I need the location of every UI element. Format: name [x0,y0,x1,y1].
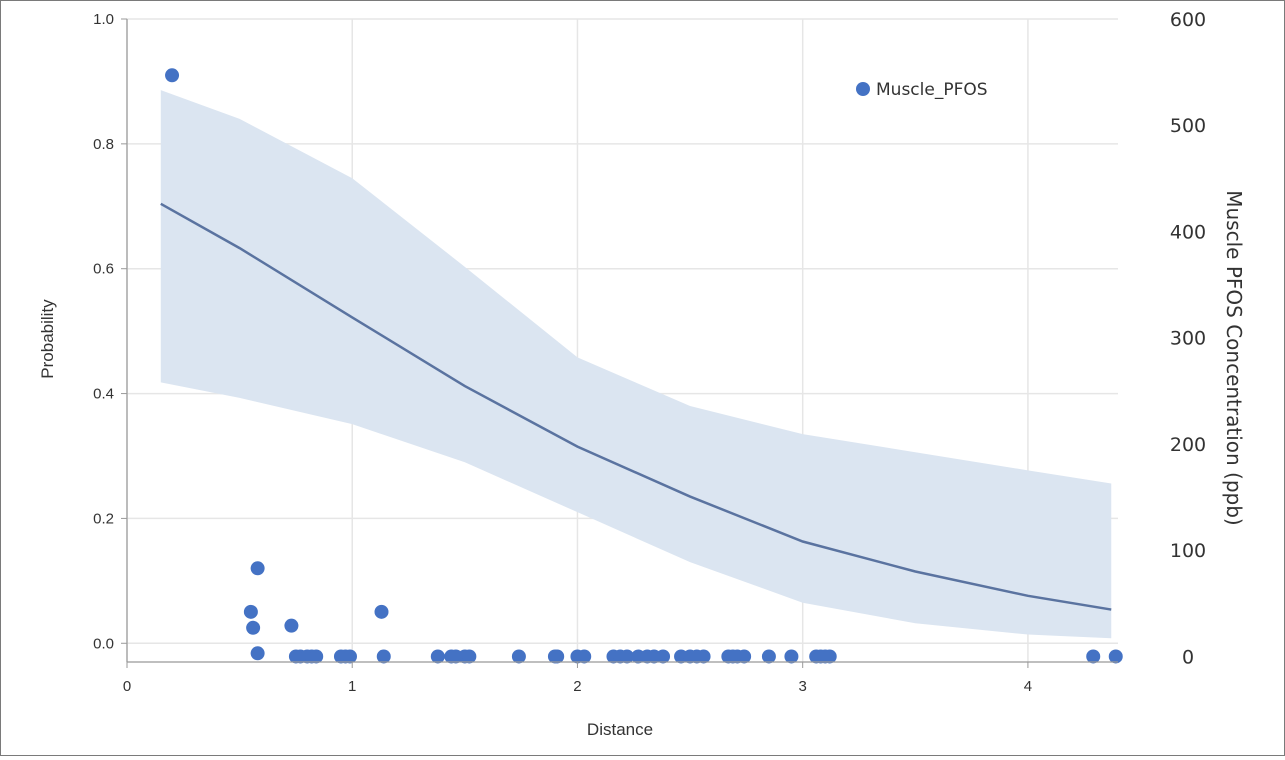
y2-tick-label: 600 [1170,9,1206,31]
data-point [165,68,180,83]
x-tick-label: 0 [123,678,131,695]
data-point [550,649,565,664]
y-tick-label: 0.8 [93,136,114,153]
legend-label: Muscle_PFOS [876,80,988,100]
data-point [761,649,776,664]
x-tick-label: 1 [348,678,356,695]
data-point [822,649,837,664]
data-point [656,649,671,664]
x-axis-label: Distance [587,720,653,739]
scatter-points [165,68,1123,664]
data-point [577,649,592,664]
data-point [737,649,752,664]
y-axis-label: Probability [38,299,57,379]
x-tick-label: 4 [1024,678,1032,695]
data-point [1086,649,1101,664]
axes [121,18,1118,668]
y-tick-label: 0.4 [93,386,114,403]
data-point [1108,649,1123,664]
x-tick-label: 3 [799,678,807,695]
y2-tick-label: 100 [1170,540,1206,562]
data-point [342,649,357,664]
data-point [243,604,258,619]
y2-tick-label: 0 [1182,646,1194,668]
legend: Muscle_PFOS [856,80,988,100]
data-point [511,649,526,664]
legend-marker [856,82,870,96]
data-point [462,649,477,664]
confidence-band [160,90,1112,639]
data-point [250,646,265,661]
y-tick-label: 0.0 [93,635,114,652]
data-point [784,649,799,664]
y2-tick-label: 300 [1170,328,1206,350]
data-point [309,649,324,664]
y2-tick-label: 200 [1170,434,1206,456]
y-tick-label: 0.2 [93,510,114,527]
y-tick-labels: 0.0 0.2 0.4 0.6 0.8 1.0 [93,11,114,652]
x-tick-label: 2 [573,678,581,695]
data-point [696,649,711,664]
data-point [430,649,445,664]
y2-tick-label: 500 [1170,115,1206,137]
data-point [246,620,261,635]
data-point [376,649,391,664]
y2-tick-label: 400 [1170,221,1206,243]
data-point [250,561,265,576]
x-tick-labels: 0 1 2 3 4 [123,678,1032,695]
grid-lines [126,18,1118,662]
fit-line [160,202,1112,611]
y2-tick-labels: 0 100 200 300 400 500 600 [1170,9,1206,668]
data-point [620,649,635,664]
y-tick-label: 0.6 [93,261,114,278]
y-tick-label: 1.0 [93,11,114,28]
data-point [284,618,299,633]
y2-axis-label: Muscle PFOS Concentration (ppb) [1222,190,1246,525]
data-point [374,604,389,619]
